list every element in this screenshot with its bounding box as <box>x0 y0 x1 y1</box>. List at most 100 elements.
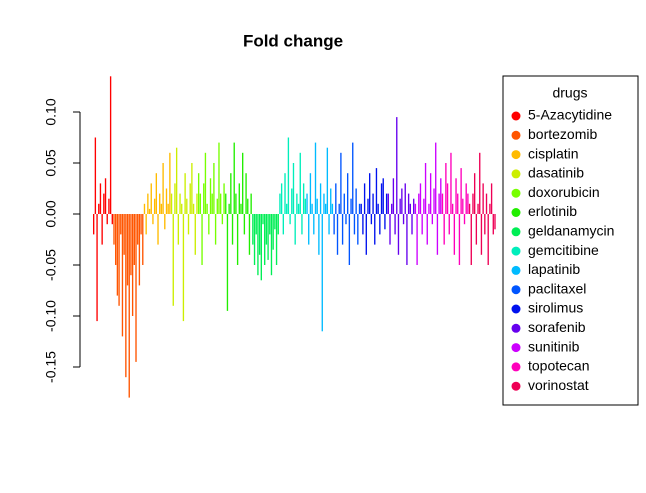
bar <box>407 193 410 214</box>
legend-marker <box>511 343 521 353</box>
bar <box>94 137 97 214</box>
bar <box>184 173 186 214</box>
bar <box>413 198 415 214</box>
bar <box>433 188 435 214</box>
bar <box>414 203 417 214</box>
bar <box>197 173 200 214</box>
bar <box>292 163 295 214</box>
bar <box>479 152 481 214</box>
bar <box>270 214 273 276</box>
bar <box>269 214 271 235</box>
bar <box>311 203 313 214</box>
bar <box>191 163 193 214</box>
bar <box>245 173 247 214</box>
bar <box>384 214 386 230</box>
bar <box>213 163 215 214</box>
bar <box>350 198 352 214</box>
bar <box>438 193 440 214</box>
bar <box>233 142 235 214</box>
bar <box>203 183 205 214</box>
bar <box>255 214 257 235</box>
bar <box>416 214 418 265</box>
bar <box>363 183 366 214</box>
bar <box>109 76 112 214</box>
bar <box>145 214 147 235</box>
bar <box>128 214 130 398</box>
bar <box>324 203 327 214</box>
bar <box>319 183 322 214</box>
bar <box>379 214 381 235</box>
bar <box>382 178 384 214</box>
bar <box>164 214 166 230</box>
bar <box>113 214 115 245</box>
bar <box>148 208 151 214</box>
bar <box>357 214 359 245</box>
bar <box>131 214 134 316</box>
bar <box>125 214 127 378</box>
bar <box>451 203 454 214</box>
bar <box>477 203 479 214</box>
legend-label: gemcitibine <box>528 242 599 258</box>
bar <box>392 178 395 214</box>
bar <box>346 173 349 214</box>
legend-marker <box>511 227 521 237</box>
bar <box>126 214 129 286</box>
bar <box>445 163 447 214</box>
bar <box>219 193 222 214</box>
bar <box>242 152 244 214</box>
bar <box>441 193 444 214</box>
bar <box>214 214 217 245</box>
y-tick-label: -0.05 <box>43 249 59 281</box>
bar <box>181 203 183 214</box>
legend-marker <box>511 362 521 372</box>
y-tick-label: 0.10 <box>43 98 59 125</box>
bar <box>380 183 383 214</box>
bar <box>169 152 171 214</box>
bar <box>133 214 135 265</box>
bar <box>348 214 351 265</box>
bar <box>277 214 279 235</box>
legend-marker <box>511 169 521 179</box>
bar <box>143 203 146 214</box>
bar <box>306 193 308 214</box>
bar <box>274 214 276 230</box>
bar <box>192 203 195 214</box>
bar <box>291 188 293 214</box>
legend-label: sorafenib <box>528 319 586 335</box>
bar <box>111 214 113 225</box>
bar <box>365 214 367 255</box>
bar <box>480 214 483 255</box>
bar <box>462 198 464 214</box>
bar <box>482 183 484 214</box>
legend-label: doxorubicin <box>528 184 600 200</box>
bar <box>391 203 393 214</box>
bar <box>118 214 120 306</box>
legend-label: sunitinib <box>528 338 580 354</box>
bar <box>179 193 181 214</box>
bar <box>394 214 396 235</box>
bar <box>208 214 210 235</box>
bar <box>409 203 411 214</box>
bar <box>120 214 122 235</box>
bar <box>265 214 268 245</box>
bar <box>289 214 291 225</box>
bar <box>489 203 491 214</box>
bar <box>93 214 95 235</box>
bar <box>280 183 283 214</box>
bar <box>159 193 161 214</box>
bar <box>252 214 254 245</box>
bar <box>187 214 190 235</box>
bar <box>137 214 139 245</box>
bar <box>101 214 103 245</box>
bar <box>150 183 152 214</box>
bar <box>297 203 300 214</box>
y-tick-label: 0.00 <box>43 200 59 227</box>
bar <box>343 193 345 214</box>
legend-marker <box>511 323 521 333</box>
bar <box>138 214 141 286</box>
bar <box>223 183 225 214</box>
bar <box>186 198 188 214</box>
bar <box>418 193 420 214</box>
bar <box>374 214 376 245</box>
legend-label: cisplatin <box>528 145 579 161</box>
